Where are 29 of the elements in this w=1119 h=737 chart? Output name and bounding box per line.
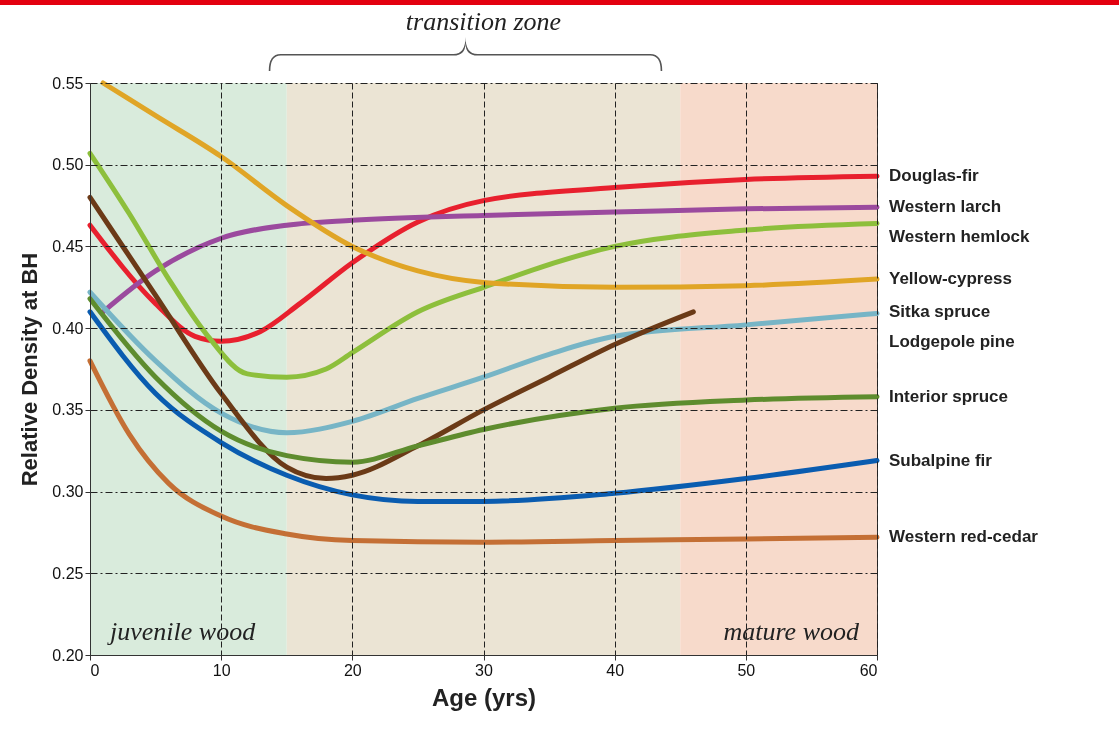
y-axis-title: Relative Density at BH — [17, 252, 43, 487]
series-label: Western red-cedar — [889, 527, 1039, 547]
y-tick-label: 0.35 — [52, 401, 84, 419]
x-axis-title: Age (yrs) — [431, 683, 537, 711]
y-tick-label: 0.20 — [52, 646, 84, 664]
y-tick-label: 0.30 — [52, 483, 84, 501]
y-tick-label: 0.25 — [52, 564, 84, 582]
text: Sitka spruce — [889, 301, 991, 321]
band-label: transition zone — [405, 7, 562, 36]
series-label: Interior spruce — [889, 386, 1009, 406]
x-tick-label: 0 — [90, 661, 100, 679]
y-tick-label: 0.50 — [52, 156, 84, 174]
series-label: Western hemlock — [889, 227, 1030, 247]
y-tick-label: 0.40 — [52, 319, 84, 337]
x-tick-label: 10 — [212, 661, 231, 679]
x-tick-label: 60 — [859, 661, 878, 679]
series-label: Yellow-cypress — [889, 269, 1012, 289]
series-label: Western larch — [889, 197, 1002, 217]
x-tick-label: 30 — [475, 661, 493, 679]
series-label: Douglas-fir — [889, 166, 980, 186]
x-tick-label: 40 — [606, 661, 625, 679]
series-label: Subalpine fir — [889, 450, 993, 470]
y-tick-label: 0.45 — [52, 237, 84, 255]
band-label: mature wood — [723, 617, 860, 646]
x-tick-label: 50 — [737, 661, 756, 679]
band-label: juvenile wood — [107, 617, 257, 646]
x-tick-label: 20 — [343, 661, 362, 679]
series-label: Lodgepole pine — [889, 331, 1015, 351]
y-tick-label: 0.55 — [52, 74, 84, 92]
